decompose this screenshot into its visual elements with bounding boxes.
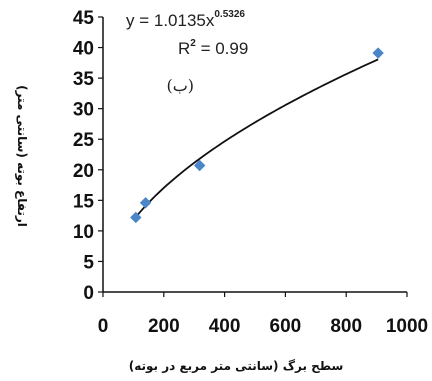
trendline-layer — [132, 58, 379, 221]
y-tick-label: 30 — [73, 100, 94, 121]
x-tick-label: 800 — [330, 316, 362, 337]
y-tick-label: 35 — [73, 69, 95, 90]
tick-labels: 0 5 10 15 20 25 30 35 40 45 0 200 400 600 800 1000 — [73, 8, 428, 337]
y-tick-label: 25 — [73, 130, 95, 151]
y-tick-label: 15 — [73, 191, 95, 212]
y-tick-label: 20 — [73, 161, 94, 182]
y-tick-label: 5 — [83, 252, 94, 273]
y-tick-label: 0 — [83, 283, 94, 304]
r-squared-prefix: R — [178, 39, 190, 58]
x-tick-label: 0 — [98, 316, 109, 337]
equation-base: y = 1.0135x — [126, 11, 215, 30]
y-tick-label: 40 — [73, 39, 94, 60]
equation-label: y = 1.0135x0.5326 — [126, 9, 245, 30]
axes — [98, 16, 408, 297]
data-point — [130, 211, 142, 224]
y-tick-label: 45 — [73, 8, 95, 29]
r-squared-sup: 2 — [190, 38, 196, 49]
data-point — [139, 197, 152, 209]
y-tick-label: 10 — [73, 222, 94, 243]
x-tick-label: 1000 — [386, 316, 428, 337]
data-point — [372, 47, 384, 59]
r-squared-value: = 0.99 — [196, 39, 248, 58]
data-points — [130, 47, 384, 224]
data-point — [193, 159, 206, 172]
x-tick-label: 200 — [148, 316, 180, 337]
equation-exponent: 0.5326 — [214, 9, 245, 20]
x-tick-label: 400 — [209, 316, 241, 337]
power-trendline — [132, 58, 379, 221]
r-squared-label: R2 = 0.99 — [178, 38, 248, 58]
y-axis-title: ارتفاع بوته (سانتی متر) — [14, 85, 29, 227]
x-tick-label: 600 — [270, 316, 302, 337]
panel-label: (ب) — [166, 76, 194, 95]
x-axis-title: سطح برگ (سانتی متر مربع در بوته) — [129, 358, 344, 374]
